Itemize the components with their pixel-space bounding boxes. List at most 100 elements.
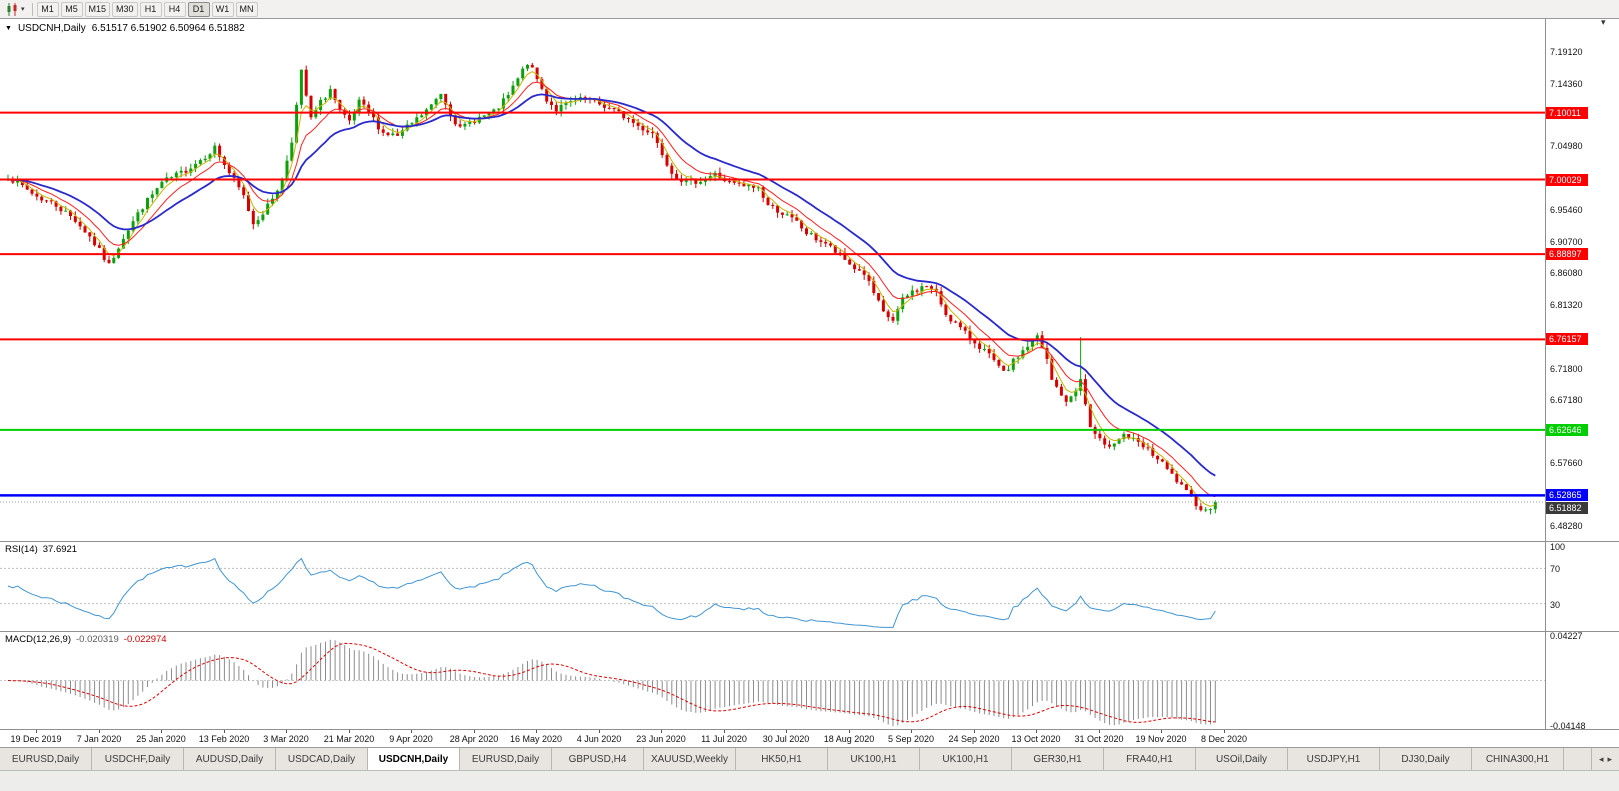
rsi-name: RSI(14) <box>5 544 38 555</box>
macd-name: MACD(12,26,9) <box>5 634 71 645</box>
time-label-8-dec-2020: 8 Dec 2020 <box>1200 734 1248 744</box>
rsi-tick-100: 100 <box>1550 542 1566 552</box>
timeframe-button-m15[interactable]: M15 <box>84 1 111 17</box>
time-label-11-jul-2020: 11 Jul 2020 <box>701 734 747 744</box>
time-tick <box>1224 730 1225 733</box>
tab-scroll-right-icon[interactable]: ▸ <box>1607 753 1613 764</box>
chart-shift-marker-icon[interactable]: ▾ <box>1601 17 1606 27</box>
time-label-28-apr-2020: 28 Apr 2020 <box>449 734 499 744</box>
timeframe-button-d1[interactable]: D1 <box>187 1 210 17</box>
tab-scroll-left-icon[interactable]: ◂ <box>1598 753 1604 764</box>
time-label-5-sep-2020: 5 Sep 2020 <box>887 734 935 744</box>
chart-dropdown-icon[interactable]: ▼ <box>5 25 12 32</box>
tab-dj30-daily[interactable]: DJ30,Daily <box>1380 748 1472 770</box>
tab-audusd-daily[interactable]: AUDUSD,Daily <box>184 748 276 770</box>
tab-fra40-h1[interactable]: FRA40,H1 <box>1104 748 1196 770</box>
tab-usdchf-daily[interactable]: USDCHF,Daily <box>92 748 184 770</box>
candlestick-chart-icon <box>7 2 17 16</box>
macd-panel-canvas[interactable] <box>0 632 1545 729</box>
price-tag-7.10011: 7.10011 <box>1546 106 1588 119</box>
tab-scroll-arrows: ◂ ▸ <box>1591 747 1619 770</box>
price-tick-6.95460: 6.95460 <box>1550 205 1583 216</box>
time-axis: 19 Dec 2019 7 Jan 2020 25 Jan 2020 13 Feb 2… <box>0 730 1545 747</box>
price-tick-7.19120: 7.19120 <box>1550 46 1583 57</box>
tab-uk100-h1[interactable]: UK100,H1 <box>920 748 1012 770</box>
time-label-18-aug-2020: 18 Aug 2020 <box>823 734 875 744</box>
time-label-21-mar-2020: 21 Mar 2020 <box>323 734 375 744</box>
price-axis-divider <box>1545 19 1546 729</box>
tab-eurusd-daily[interactable]: EURUSD,Daily <box>460 748 552 770</box>
rsi-label: RSI(14) 37.6921 <box>5 544 78 555</box>
ma-line-4 <box>7 71 1216 507</box>
price-tick-6.71800: 6.71800 <box>1550 363 1583 374</box>
timeframe-button-m30[interactable]: M30 <box>112 1 138 17</box>
time-tick <box>1036 730 1037 733</box>
tab-china300-h1[interactable]: CHINA300,H1 <box>1472 748 1564 770</box>
time-tick <box>349 730 350 733</box>
price-tag-7.00029: 7.00029 <box>1546 173 1588 186</box>
time-tick <box>99 730 100 733</box>
chart-header: ▼ USDCNH,Daily 6.51517 6.51902 6.50964 6… <box>5 23 245 34</box>
rsi-panel-canvas[interactable] <box>0 542 1545 631</box>
tab-uk100-h1[interactable]: UK100,H1 <box>828 748 920 770</box>
price-tick-6.48280: 6.48280 <box>1550 521 1583 532</box>
tab-usoil-daily[interactable]: USOil,Daily <box>1196 748 1288 770</box>
time-tick <box>286 730 287 733</box>
macd-histogram <box>12 639 1216 727</box>
time-label-24-sep-2020: 24 Sep 2020 <box>948 734 1000 744</box>
macd-signal-line <box>7 642 1216 723</box>
time-label-25-jan-2020: 25 Jan 2020 <box>136 734 186 744</box>
timeframe-button-mn[interactable]: MN <box>235 1 258 17</box>
ma-line-20 <box>7 93 1216 477</box>
time-tick <box>224 730 225 733</box>
timeframe-button-m5[interactable]: M5 <box>60 1 83 17</box>
timeframe-button-w1[interactable]: W1 <box>211 1 234 17</box>
price-chart-canvas[interactable] <box>0 19 1545 541</box>
time-tick <box>849 730 850 733</box>
time-label-3-mar-2020: 3 Mar 2020 <box>263 734 309 744</box>
current-price-tag: 6.51882 <box>1546 502 1588 514</box>
time-tick <box>1099 730 1100 733</box>
tab-usdcnh-daily[interactable]: USDCNH,Daily <box>368 748 460 770</box>
time-tick <box>411 730 412 733</box>
tab-ger30-h1[interactable]: GER30,H1 <box>1012 748 1104 770</box>
chart-type-button[interactable]: ▾ <box>3 2 28 17</box>
time-tick <box>786 730 787 733</box>
price-tick-6.57660: 6.57660 <box>1550 458 1583 469</box>
rsi-panel-separator[interactable] <box>0 541 1619 542</box>
candles <box>6 62 1217 515</box>
macd-main-value: -0.020319 <box>76 634 119 645</box>
status-bar <box>0 770 1619 791</box>
timeframe-button-h4[interactable]: H4 <box>163 1 186 17</box>
ma-line-9 <box>7 81 1216 498</box>
timeframe-button-m1[interactable]: M1 <box>36 1 59 17</box>
time-tick <box>599 730 600 733</box>
price-tick-7.14360: 7.14360 <box>1550 78 1583 89</box>
macd-signal-value: -0.022974 <box>123 634 167 645</box>
time-label-30-jul-2020: 30 Jul 2020 <box>762 734 810 744</box>
time-label-13-oct-2020: 13 Oct 2020 <box>1011 734 1061 744</box>
time-tick <box>974 730 975 733</box>
macd-tick-top: 0.04227 <box>1550 631 1583 642</box>
rsi-tick-70: 70 <box>1550 564 1561 575</box>
time-label-9-apr-2020: 9 Apr 2020 <box>389 734 433 744</box>
time-tick <box>474 730 475 733</box>
tab-usdcad-daily[interactable]: USDCAD,Daily <box>276 748 368 770</box>
tab-eurusd-daily[interactable]: EURUSD,Daily <box>0 748 92 770</box>
price-tag-6.76157: 6.76157 <box>1546 333 1588 346</box>
macd-panel-separator[interactable] <box>0 631 1619 632</box>
rsi-value: 37.6921 <box>42 544 78 555</box>
tab-hk50-h1[interactable]: HK50,H1 <box>736 748 828 770</box>
time-tick <box>36 730 37 733</box>
timeframe-button-h1[interactable]: H1 <box>139 1 162 17</box>
tab-gbpusd-h4[interactable]: GBPUSD,H4 <box>552 748 644 770</box>
price-tag-6.88897: 6.88897 <box>1546 248 1588 261</box>
tab-xauusd-weekly[interactable]: XAUUSD,Weekly <box>644 748 736 770</box>
tab-usdjpy-h1[interactable]: USDJPY,H1 <box>1288 748 1380 770</box>
chart-symbol-label: USDCNH,Daily <box>17 23 86 34</box>
time-label-13-feb-2020: 13 Feb 2020 <box>198 734 250 744</box>
rsi-line <box>7 557 1216 628</box>
price-tick-6.90700: 6.90700 <box>1550 237 1583 247</box>
time-label-7-jan-2020: 7 Jan 2020 <box>76 734 122 744</box>
chevron-down-icon: ▾ <box>21 5 25 13</box>
